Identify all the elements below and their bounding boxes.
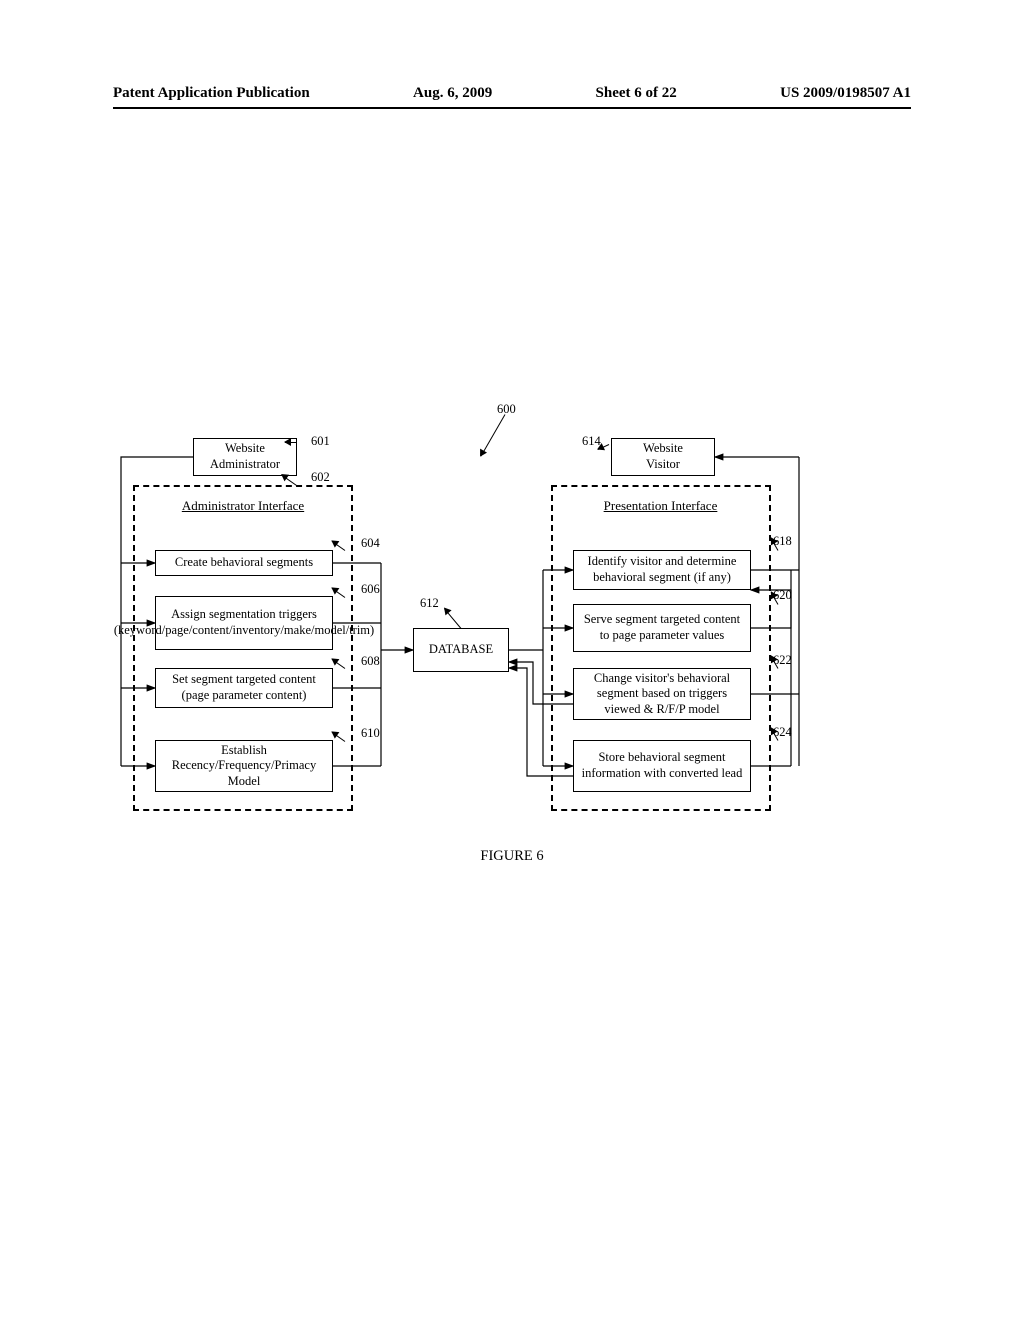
node-label: Assign segmentation triggers (keyword/pa… bbox=[114, 607, 374, 638]
node-serve-content: Serve segment targeted content to page p… bbox=[573, 604, 751, 652]
figure-6-diagram: WebsiteAdministrator 601 WebsiteVisitor … bbox=[113, 400, 911, 830]
node-identify-visitor: Identify visitor and determine behaviora… bbox=[573, 550, 751, 590]
node-label: Create behavioral segments bbox=[175, 555, 313, 571]
node-website-administrator: WebsiteAdministrator bbox=[193, 438, 297, 476]
node-label: Serve segment targeted content to page p… bbox=[580, 612, 744, 643]
node-label: WebsiteVisitor bbox=[643, 441, 683, 472]
node-assign-triggers: Assign segmentation triggers (keyword/pa… bbox=[155, 596, 333, 650]
node-label: Identify visitor and determine behaviora… bbox=[580, 554, 744, 585]
header-divider bbox=[113, 107, 911, 109]
ref-610: 610 bbox=[361, 726, 380, 741]
presentation-interface-title: Presentation Interface bbox=[583, 498, 738, 514]
node-database: DATABASE bbox=[413, 628, 509, 672]
node-set-targeted-content: Set segment targeted content (page param… bbox=[155, 668, 333, 708]
node-website-visitor: WebsiteVisitor bbox=[611, 438, 715, 476]
node-label: Establish Recency/Frequency/Primacy Mode… bbox=[162, 743, 326, 790]
node-store-segment: Store behavioral segment information wit… bbox=[573, 740, 751, 792]
ref-600: 600 bbox=[497, 402, 516, 417]
header-date: Aug. 6, 2009 bbox=[413, 85, 492, 102]
node-label: Change visitor's behavioral segment base… bbox=[580, 671, 744, 718]
ref-608: 608 bbox=[361, 654, 380, 669]
node-create-segments: Create behavioral segments bbox=[155, 550, 333, 576]
admin-interface-title: Administrator Interface bbox=[168, 498, 318, 514]
figure-caption: FIGURE 6 bbox=[0, 848, 1024, 865]
node-change-segment: Change visitor's behavioral segment base… bbox=[573, 668, 751, 720]
header-pub-type: Patent Application Publication bbox=[113, 85, 310, 102]
header-pub-number: US 2009/0198507 A1 bbox=[780, 85, 911, 102]
node-label: Set segment targeted content (page param… bbox=[162, 672, 326, 703]
node-label: DATABASE bbox=[429, 642, 493, 658]
node-label: Store behavioral segment information wit… bbox=[580, 750, 744, 781]
node-establish-rfp: Establish Recency/Frequency/Primacy Mode… bbox=[155, 740, 333, 792]
ref-612: 612 bbox=[420, 596, 439, 611]
ref-601: 601 bbox=[311, 434, 330, 449]
ref-606: 606 bbox=[361, 582, 380, 597]
header-sheet: Sheet 6 of 22 bbox=[596, 85, 677, 102]
node-label: WebsiteAdministrator bbox=[210, 441, 280, 472]
ref-604: 604 bbox=[361, 536, 380, 551]
ref-602: 602 bbox=[311, 470, 330, 485]
